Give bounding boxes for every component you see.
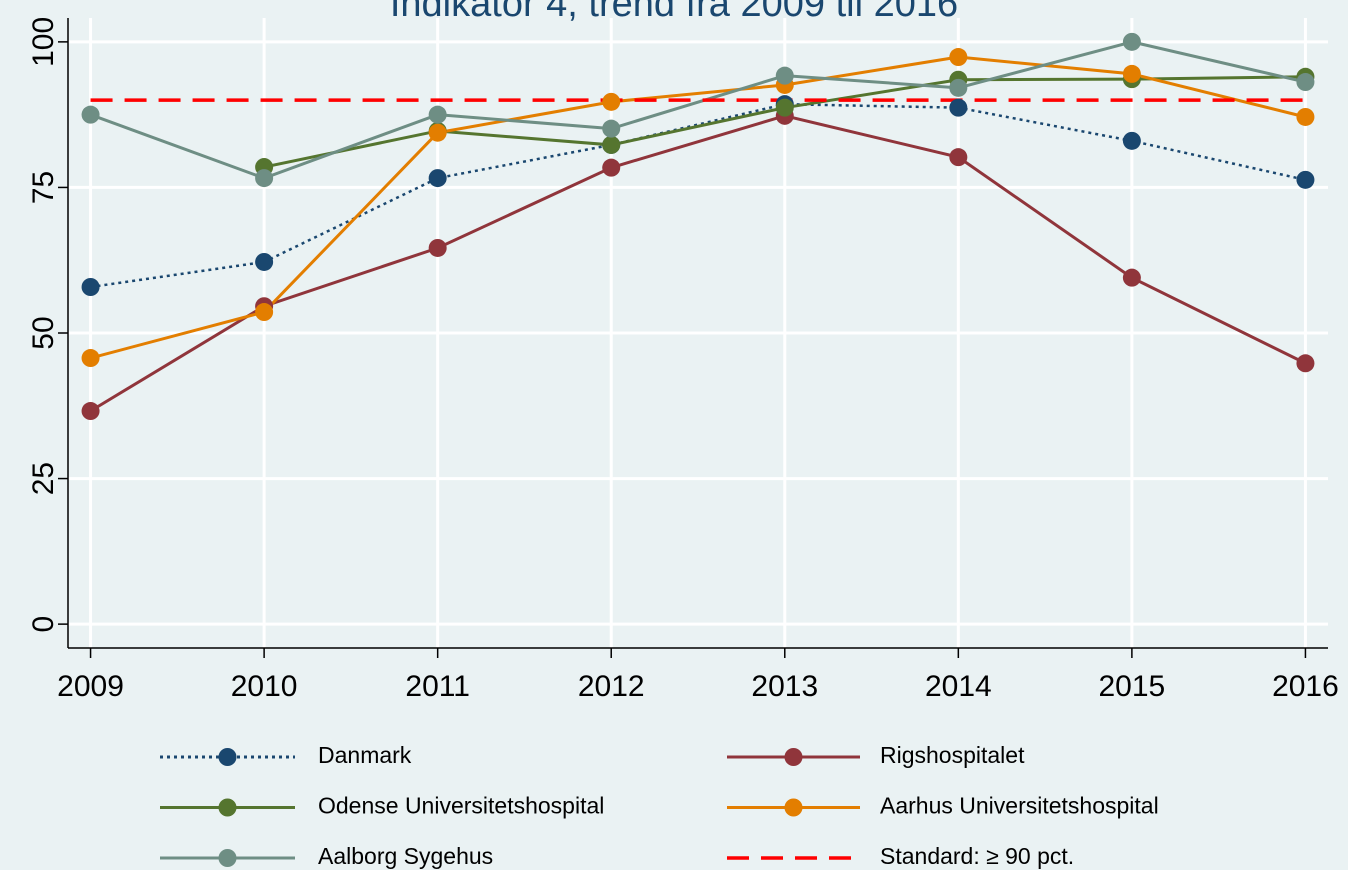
y-tick-label: 25 bbox=[27, 462, 60, 495]
chart-title: Indikator 4, trend fra 2009 til 2016 bbox=[390, 0, 958, 25]
data-point bbox=[775, 98, 794, 117]
data-point bbox=[949, 148, 968, 167]
data-point bbox=[602, 135, 621, 154]
y-tick-label: 0 bbox=[27, 616, 60, 633]
data-point bbox=[81, 402, 100, 421]
x-tick-label: 2013 bbox=[751, 670, 818, 703]
data-point bbox=[81, 278, 100, 297]
x-tick-label: 2010 bbox=[231, 670, 298, 703]
legend-marker bbox=[218, 748, 237, 766]
y-tick-label: 100 bbox=[27, 17, 60, 67]
x-tick-label: 2012 bbox=[578, 670, 645, 703]
legend-label: Standard: ≥ 90 pct. bbox=[880, 843, 1074, 869]
legend-marker bbox=[218, 849, 237, 867]
x-tick-label: 2011 bbox=[405, 670, 470, 703]
data-point bbox=[602, 158, 621, 177]
series-line bbox=[90, 102, 1306, 289]
data-point bbox=[602, 92, 621, 111]
y-tick-label: 50 bbox=[27, 316, 60, 349]
data-point bbox=[1296, 107, 1315, 126]
legend-label: Odense Universitetshospital bbox=[318, 793, 604, 819]
x-tick-label: 2009 bbox=[57, 670, 124, 703]
x-tick-label: 2016 bbox=[1272, 670, 1339, 703]
data-point bbox=[602, 119, 621, 138]
series-line bbox=[90, 55, 1306, 360]
data-point bbox=[428, 123, 447, 142]
data-point bbox=[949, 78, 968, 97]
data-point bbox=[1296, 354, 1315, 373]
data-point bbox=[255, 169, 274, 188]
data-point bbox=[949, 48, 968, 67]
series-line bbox=[89, 114, 1307, 413]
data-point bbox=[428, 238, 447, 257]
legend-label: Danmark bbox=[318, 742, 412, 768]
data-point bbox=[255, 303, 274, 322]
legend-marker bbox=[784, 748, 803, 766]
data-point bbox=[81, 105, 100, 124]
data-point bbox=[255, 252, 274, 271]
data-point bbox=[1296, 73, 1315, 92]
data-point bbox=[428, 105, 447, 124]
data-point bbox=[1122, 32, 1141, 51]
data-point bbox=[428, 169, 447, 188]
data-point bbox=[1122, 131, 1141, 150]
data-point bbox=[1122, 64, 1141, 83]
legend-marker bbox=[218, 798, 237, 817]
data-point bbox=[1122, 268, 1141, 287]
legend-marker bbox=[784, 798, 803, 817]
y-tick-label: 75 bbox=[27, 171, 60, 204]
legend-label: Aalborg Sygehus bbox=[318, 843, 493, 869]
data-point bbox=[775, 66, 794, 85]
data-point bbox=[1296, 170, 1315, 189]
legend-label: Rigshospitalet bbox=[880, 742, 1025, 768]
legend-label: Aarhus Universitetshospital bbox=[880, 793, 1159, 819]
x-tick-label: 2015 bbox=[1099, 670, 1166, 703]
x-tick-label: 2014 bbox=[925, 670, 992, 703]
data-point bbox=[81, 349, 100, 368]
data-point bbox=[949, 98, 968, 117]
series-line bbox=[90, 40, 1306, 180]
